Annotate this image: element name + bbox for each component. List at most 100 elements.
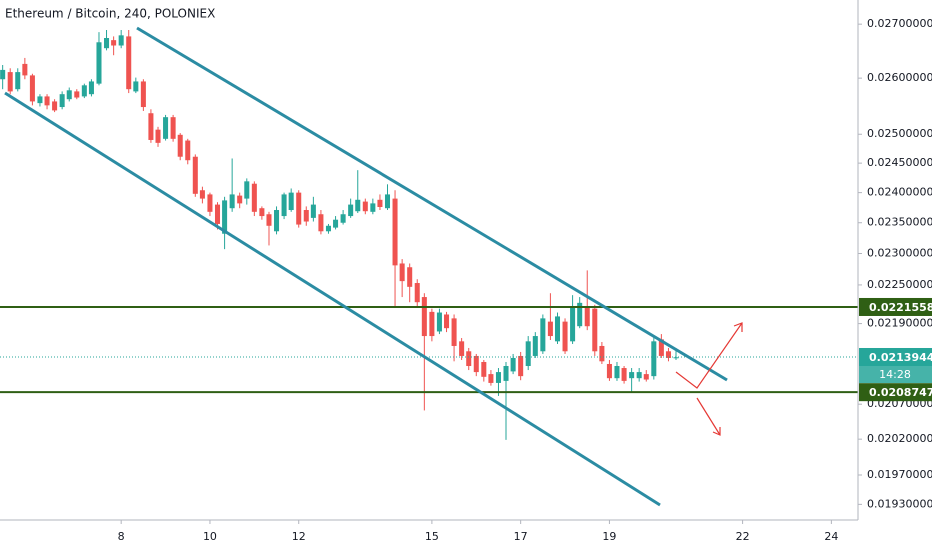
candle-body [614,366,620,379]
level-price-label: 0.02087478 [869,386,932,399]
candle-body [229,194,235,209]
level-price-label: 0.02215586 [869,301,932,314]
y-tick-label: 0.02300000 [867,246,932,259]
candle-body [444,314,450,329]
x-tick-label: 17 [514,530,528,543]
candle-body [421,297,427,337]
x-tick-label: 19 [602,530,616,543]
candle-body [665,351,671,358]
candle-body [133,81,139,92]
candle-body [592,308,598,352]
candle-body [532,336,538,356]
level-price-box [859,297,932,316]
y-tick-label: 0.01970000 [867,468,932,481]
candle-body [66,90,72,100]
candle-body [325,225,331,232]
candle-body [570,306,576,342]
candle-body [22,63,28,76]
candle-body [481,361,487,377]
y-tick-label: 0.02500000 [867,127,932,140]
candle-body [503,366,509,381]
y-tick-label: 0.01930000 [867,497,932,510]
current-price-label: 0.02139443 [869,351,932,364]
projection-arrows [675,322,743,436]
y-tick-label: 0.02190000 [867,317,932,330]
candle-body [436,312,442,332]
candle-body [362,201,368,212]
candle-body [222,200,228,234]
countdown-label: 14:28 [879,368,911,381]
y-tick-label: 0.02250000 [867,278,932,291]
candle-body [59,94,65,108]
candle-body [673,357,679,359]
candle-body [259,208,265,217]
candle-body [599,345,605,362]
candle-body [310,204,316,218]
candle-body [459,341,465,356]
candle-body [333,219,339,228]
candle-body [163,117,169,139]
candle-body [52,101,58,111]
y-tick-label: 0.02400000 [867,186,932,199]
candle-body [237,195,243,204]
candle-body [414,283,420,303]
candle-body [177,134,183,157]
candle-body [29,75,35,102]
candle-body [214,204,221,224]
candle-body [288,192,294,211]
candle-body [15,72,21,90]
candle-body [525,341,531,367]
candle-body [451,318,457,346]
candle-body [96,42,102,84]
candle-body [296,192,302,225]
candle-body [266,214,272,226]
level-price-box [859,383,932,402]
candle-body [629,372,635,379]
current-price-box [859,347,932,366]
candle-body [148,113,154,140]
y-tick-label: 0.02700000 [867,17,932,30]
candle-body [540,318,546,352]
candle-body [318,214,324,232]
candle-body [495,372,501,383]
y-tick-label: 0.02350000 [867,216,932,229]
candle-body [384,194,391,209]
x-tick-label: 10 [203,530,217,543]
candle-body [274,210,280,232]
x-tick-label: 12 [292,530,306,543]
candle-body [126,36,132,90]
candle-body [473,355,479,373]
candle-body [44,96,50,106]
candle-body [407,267,413,287]
candle-body [621,368,627,381]
candle-body [7,72,13,92]
x-tick-label: 22 [736,530,750,543]
candle-body [104,38,110,49]
x-tick-label: 24 [824,530,838,543]
candle-body [466,351,472,367]
x-tick-label: 15 [425,530,439,543]
candle-body [0,69,6,80]
candle-body [74,91,80,98]
upper-trendline [136,26,728,382]
candle-body [429,311,435,337]
arrow-head [712,427,721,436]
countdown-box [859,365,932,383]
candle-body [118,35,124,46]
arrow-down [696,397,721,436]
candle-body [377,199,383,207]
candle-body [251,183,257,212]
candle-body [562,321,568,352]
x-tick-label: 8 [118,530,125,543]
candle-body [199,190,205,199]
candle-body [185,140,191,161]
candle-body [281,194,287,217]
chart-title: Ethereum / Bitcoin, 240, POLONIEX [5,7,215,21]
arrow-up [675,322,743,389]
candle-body [510,357,516,372]
candle-body [584,306,590,327]
candle-body [170,117,176,139]
candle-body [392,198,398,266]
